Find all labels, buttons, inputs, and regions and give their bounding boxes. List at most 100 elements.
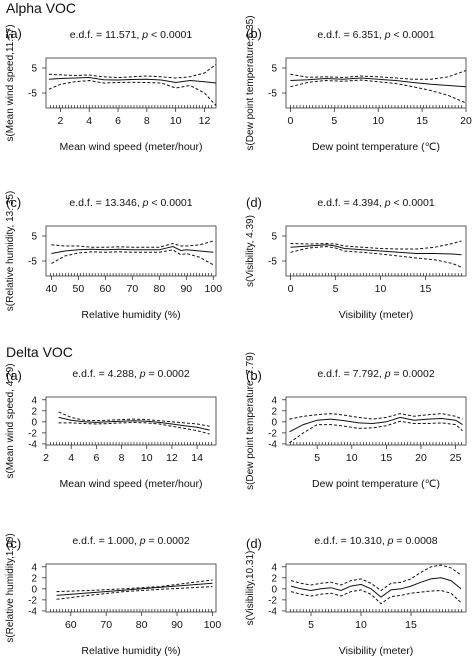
- x-tick-label: 5: [308, 619, 314, 631]
- x-tick-label: 20: [460, 115, 472, 127]
- x-axis-label: Visibility (meter): [339, 309, 413, 321]
- y-axis-label: s(Dew point temperature, 7.79): [245, 352, 256, 490]
- panel-alpha-voc-c: (c) e.d.f. = 13.346, p < 0.0001 40 50 60 70 80…: [5, 191, 222, 321]
- panel-alpha-voc-a: (a) e.d.f. = 11.571, p < 0.0001 2 4 6 8 10 12 5 -…: [5, 24, 217, 153]
- smooth-estimate-line: [58, 416, 210, 431]
- smooth-estimate-line: [290, 577, 462, 598]
- x-axis-label: Mean wind speed (meter/hour): [60, 141, 203, 153]
- smooth-estimate-line: [48, 76, 217, 84]
- lower-confidence-line: [56, 586, 213, 600]
- stat-p-value: = 0.0002: [391, 368, 435, 380]
- x-tick-label: 50: [73, 283, 85, 295]
- y-tick-label: -4: [268, 439, 277, 450]
- stat-annotation: e.d.f. = 1.000, p = 0.0002: [72, 535, 190, 547]
- panel-label: (d): [246, 195, 262, 210]
- x-tick-label: 0: [287, 115, 293, 127]
- x-tick-label: 15: [381, 452, 393, 464]
- y-tick-label: 0: [31, 417, 37, 428]
- stat-annotation: e.d.f. = 4.288, p = 0.0002: [72, 368, 190, 380]
- x-tick-label: 12: [199, 115, 211, 127]
- stat-p-value: = 0.0002: [146, 535, 190, 547]
- x-axis-label: Mean wind speed (meter/hour): [60, 478, 203, 490]
- stat-annotation: e.d.f. = 10.310, p = 0.0008: [314, 535, 437, 547]
- x-axis-label: Relative humidity (%): [81, 309, 180, 321]
- y-tick-label: -2: [268, 428, 277, 439]
- y-tick-label: 2: [271, 406, 277, 417]
- upper-confidence-line: [56, 579, 213, 593]
- y-tick-label: -2: [28, 595, 37, 606]
- x-tick-label: 4: [68, 452, 74, 464]
- y-tick-label: -5: [268, 257, 277, 268]
- y-tick-label: -4: [28, 606, 37, 617]
- panel-label: (c): [6, 195, 21, 210]
- y-axis-label: s(Dew point temperature,6.35): [245, 15, 256, 150]
- stat-p-symbol: p: [142, 197, 149, 209]
- y-tick-label: 5: [31, 232, 37, 243]
- panel-delta-voc-c: (c) e.d.f. = 1.000, p = 0.0002 60 70 80 90 100…: [5, 533, 221, 657]
- y-axis-label: s(Relative humidity,1.00): [5, 533, 16, 642]
- x-tick-label: 25: [450, 452, 462, 464]
- x-tick-label: 5: [331, 115, 337, 127]
- panel-label: (d): [246, 536, 262, 551]
- smooth-estimate-line: [289, 416, 463, 433]
- x-axis-label: Dew point temperature (℃): [312, 478, 440, 490]
- x-tick-label: 6: [93, 452, 99, 464]
- stat-p-value: = 0.0002: [146, 368, 190, 380]
- x-tick-label: 14: [191, 452, 203, 464]
- x-tick-label: 90: [180, 283, 192, 295]
- y-tick-label: 4: [271, 562, 277, 573]
- x-tick-label: 10: [141, 452, 153, 464]
- x-tick-label: 10: [375, 283, 387, 295]
- x-tick-label: 4: [86, 115, 92, 127]
- stat-p-value: < 0.0001: [149, 197, 193, 209]
- stat-p-symbol: p: [141, 29, 148, 41]
- smooth-estimate-line: [51, 245, 214, 254]
- stat-p-symbol: p: [387, 535, 394, 547]
- x-tick-label: 70: [100, 619, 112, 631]
- y-tick-label: -5: [268, 89, 277, 100]
- y-axis-label: s(Visibility,10.31): [245, 551, 256, 626]
- x-tick-label: 90: [171, 619, 183, 631]
- x-tick-label: 10: [346, 452, 358, 464]
- panel-alpha-voc-d: (d) e.d.f. = 4.394, p < 0.0001 0 5 10 15 5 -5 Vi…: [245, 195, 467, 321]
- y-tick-label: 2: [31, 573, 37, 584]
- y-axis-label: s(Mean wind speed,11.57): [5, 24, 16, 141]
- y-tick-label: -5: [28, 89, 37, 100]
- lower-confidence-line: [51, 249, 214, 266]
- y-tick-label: 4: [31, 562, 37, 573]
- lower-confidence-line: [290, 79, 467, 104]
- y-tick-label: 5: [31, 64, 37, 75]
- stat-edf-text: e.d.f. = 10.310,: [314, 535, 387, 547]
- stat-edf-text: e.d.f. = 4.394,: [317, 197, 384, 209]
- y-tick-label: -2: [268, 595, 277, 606]
- stat-annotation: e.d.f. = 7.792, p = 0.0002: [317, 368, 435, 380]
- section-title-alpha-voc: Alpha VOC: [6, 0, 77, 16]
- x-tick-label: 40: [46, 283, 58, 295]
- smooth-estimate-line: [290, 244, 462, 256]
- x-axis-label: Visibility (meter): [339, 645, 413, 657]
- x-tick-label: 60: [65, 619, 77, 631]
- x-axis-label: Dew point temperature (℃): [312, 141, 440, 153]
- x-tick-label: 8: [144, 115, 150, 127]
- lower-confidence-line: [48, 79, 217, 106]
- panel-label: (a): [6, 26, 22, 41]
- stat-annotation: e.d.f. = 11.571, p < 0.0001: [70, 29, 193, 41]
- x-tick-label: 10: [372, 115, 384, 127]
- x-tick-label: 2: [43, 452, 49, 464]
- y-tick-label: -4: [28, 439, 37, 450]
- lower-confidence-line: [290, 589, 462, 605]
- upper-confidence-line: [58, 411, 210, 427]
- y-axis-label: s(Visibility, 4.39): [245, 215, 256, 287]
- x-tick-label: 15: [420, 283, 432, 295]
- x-axis-label: Relative humidity (%): [81, 645, 180, 657]
- stat-p-symbol: p: [384, 197, 391, 209]
- y-tick-label: 2: [271, 573, 277, 584]
- upper-confidence-line: [290, 564, 462, 592]
- stat-edf-text: e.d.f. = 6.351,: [317, 29, 384, 41]
- panel-delta-voc-d: (d) e.d.f. = 10.310, p = 0.0008 5 10 15 420-2…: [245, 535, 467, 657]
- x-tick-label: 6: [115, 115, 121, 127]
- x-tick-label: 12: [166, 452, 178, 464]
- x-tick-label: 8: [119, 452, 125, 464]
